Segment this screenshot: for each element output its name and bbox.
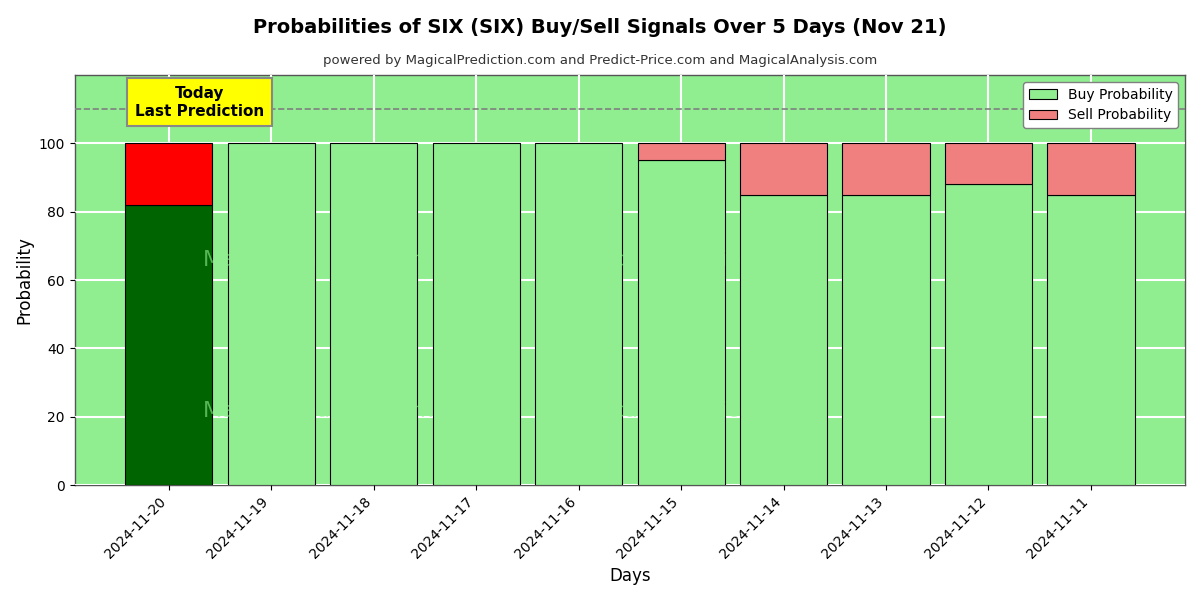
Text: Probabilities of SIX (SIX) Buy/Sell Signals Over 5 Days (Nov 21): Probabilities of SIX (SIX) Buy/Sell Sign… bbox=[253, 18, 947, 37]
Bar bbox=[330, 143, 418, 485]
Bar bbox=[637, 143, 725, 160]
Bar bbox=[1048, 194, 1134, 485]
Bar bbox=[1048, 143, 1134, 194]
X-axis label: Days: Days bbox=[610, 567, 650, 585]
Bar bbox=[740, 143, 827, 194]
Bar bbox=[125, 205, 212, 485]
Bar bbox=[740, 194, 827, 485]
Bar bbox=[842, 194, 930, 485]
Text: MagicalAnalysis.com: MagicalAnalysis.com bbox=[203, 401, 434, 421]
Text: Today
Last Prediction: Today Last Prediction bbox=[134, 86, 264, 119]
Y-axis label: Probability: Probability bbox=[16, 236, 34, 324]
Legend: Buy Probability, Sell Probability: Buy Probability, Sell Probability bbox=[1024, 82, 1178, 128]
Text: MagicalAnalysis.com: MagicalAnalysis.com bbox=[203, 250, 434, 269]
Bar bbox=[432, 143, 520, 485]
Bar bbox=[228, 143, 314, 485]
Bar bbox=[125, 143, 212, 205]
Bar bbox=[535, 143, 622, 485]
Bar bbox=[637, 160, 725, 485]
Text: MagicalPrediction.com: MagicalPrediction.com bbox=[560, 401, 810, 421]
Text: MagicalPrediction.com: MagicalPrediction.com bbox=[560, 250, 810, 269]
Bar bbox=[944, 184, 1032, 485]
Bar bbox=[944, 143, 1032, 184]
Bar bbox=[842, 143, 930, 194]
Text: powered by MagicalPrediction.com and Predict-Price.com and MagicalAnalysis.com: powered by MagicalPrediction.com and Pre… bbox=[323, 54, 877, 67]
